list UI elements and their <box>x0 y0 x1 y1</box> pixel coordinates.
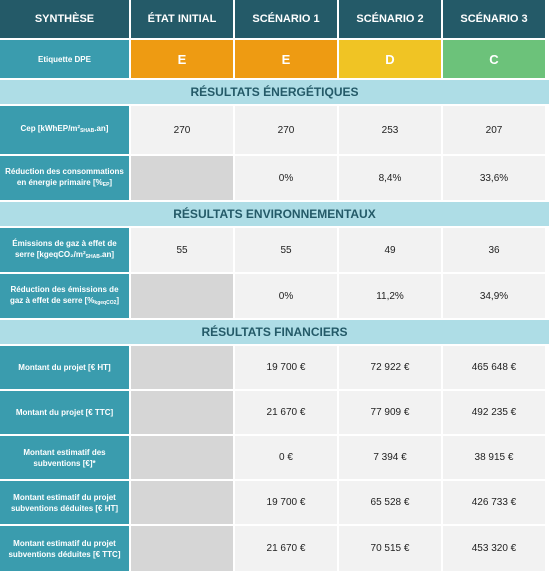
row-label-montant-ht: Montant du projet [€ HT] <box>0 346 129 389</box>
cell-value: 19 700 € <box>235 481 337 524</box>
cell-empty <box>131 481 233 524</box>
dpe-label: Etiquette DPE <box>0 40 129 78</box>
cell-value: 253 <box>339 106 441 154</box>
cell-value: 492 235 € <box>443 391 545 434</box>
dpe-badge: E <box>131 40 233 78</box>
table-row: Montant estimatif des subventions [€]* 0… <box>0 436 549 479</box>
table-row: Montant du projet [€ TTC] 21 670 € 77 90… <box>0 391 549 434</box>
cell-value: 19 700 € <box>235 346 337 389</box>
dpe-badge: E <box>235 40 337 78</box>
header-scenario-3: SCÉNARIO 3 <box>443 0 545 38</box>
cell-value: 270 <box>235 106 337 154</box>
dpe-row: Etiquette DPE E E D C <box>0 40 549 78</box>
cell-empty <box>131 436 233 479</box>
table-row: Cep [kWhEP/m²SHAB.an] 270 270 253 207 <box>0 106 549 154</box>
row-label-net-ht: Montant estimatif du projet subventions … <box>0 481 129 524</box>
cell-empty <box>131 391 233 434</box>
cell-value: 36 <box>443 228 545 272</box>
cell-value: 207 <box>443 106 545 154</box>
cell-value: 49 <box>339 228 441 272</box>
section-title-energy: RÉSULTATS ÉNERGÉTIQUES <box>0 80 549 104</box>
table-row: Réduction des émissions de gaz à effet d… <box>0 274 549 318</box>
cell-value: 21 670 € <box>235 391 337 434</box>
table-header: SYNTHÈSE ÉTAT INITIAL SCÉNARIO 1 SCÉNARI… <box>0 0 549 38</box>
row-label-montant-ttc: Montant du projet [€ TTC] <box>0 391 129 434</box>
cell-empty <box>131 274 233 318</box>
row-label-ges-reduction: Réduction des émissions de gaz à effet d… <box>0 274 129 318</box>
cell-empty <box>131 346 233 389</box>
row-label-cep-reduction: Réduction des consommations en énergie p… <box>0 156 129 200</box>
cell-value: 0% <box>235 274 337 318</box>
cell-value: 453 320 € <box>443 526 545 571</box>
cell-value: 426 733 € <box>443 481 545 524</box>
cell-value: 77 909 € <box>339 391 441 434</box>
cell-value: 11,2% <box>339 274 441 318</box>
cell-value: 38 915 € <box>443 436 545 479</box>
dpe-badge: C <box>443 40 545 78</box>
cell-empty <box>131 156 233 200</box>
row-label-subventions: Montant estimatif des subventions [€]* <box>0 436 129 479</box>
cell-value: 70 515 € <box>339 526 441 571</box>
cell-value: 34,9% <box>443 274 545 318</box>
cell-value: 55 <box>235 228 337 272</box>
table-row: Montant du projet [€ HT] 19 700 € 72 922… <box>0 346 549 389</box>
cell-value: 72 922 € <box>339 346 441 389</box>
cell-value: 0% <box>235 156 337 200</box>
table-row: Émissions de gaz à effet de serre [kgeqC… <box>0 228 549 272</box>
table-row: Réduction des consommations en énergie p… <box>0 156 549 200</box>
section-title-finance: RÉSULTATS FINANCIERS <box>0 320 549 344</box>
table-row: Montant estimatif du projet subventions … <box>0 526 549 571</box>
header-etat-initial: ÉTAT INITIAL <box>131 0 233 38</box>
cell-value: 8,4% <box>339 156 441 200</box>
header-scenario-2: SCÉNARIO 2 <box>339 0 441 38</box>
header-synthese: SYNTHÈSE <box>0 0 129 38</box>
section-title-environment: RÉSULTATS ENVIRONNEMENTAUX <box>0 202 549 226</box>
cell-value: 65 528 € <box>339 481 441 524</box>
row-label-ges: Émissions de gaz à effet de serre [kgeqC… <box>0 228 129 272</box>
header-scenario-1: SCÉNARIO 1 <box>235 0 337 38</box>
cell-value: 21 670 € <box>235 526 337 571</box>
cell-value: 270 <box>131 106 233 154</box>
dpe-badge: D <box>339 40 441 78</box>
cell-value: 0 € <box>235 436 337 479</box>
cell-empty <box>131 526 233 571</box>
row-label-cep: Cep [kWhEP/m²SHAB.an] <box>0 106 129 154</box>
table-row: Montant estimatif du projet subventions … <box>0 481 549 524</box>
cell-value: 7 394 € <box>339 436 441 479</box>
cell-value: 465 648 € <box>443 346 545 389</box>
row-label-net-ttc: Montant estimatif du projet subventions … <box>0 526 129 571</box>
cell-value: 55 <box>131 228 233 272</box>
cell-value: 33,6% <box>443 156 545 200</box>
